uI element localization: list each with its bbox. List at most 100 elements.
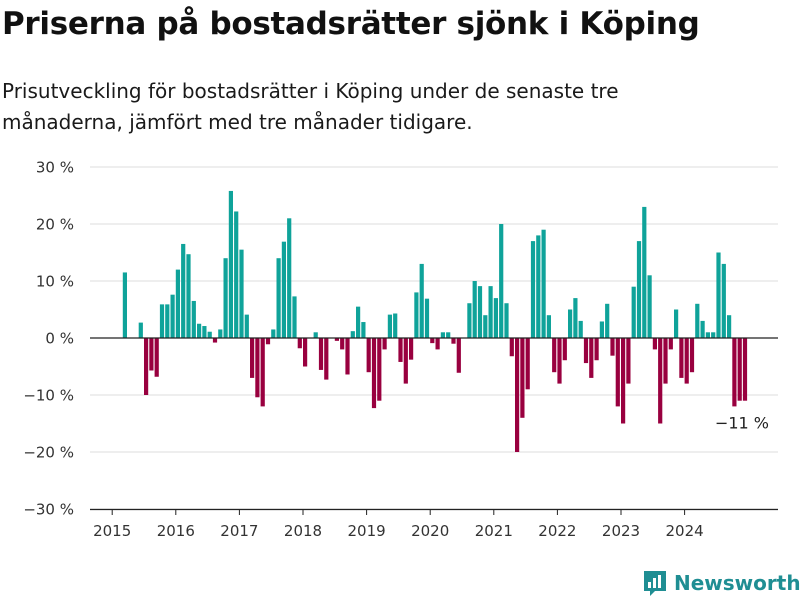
bar (159, 304, 165, 338)
bar (472, 281, 477, 338)
bar (276, 258, 281, 338)
bar (234, 211, 239, 338)
bar (144, 338, 149, 395)
brand-logo: Newsworthy (642, 566, 800, 600)
y-tick-label: 20 % (36, 216, 74, 234)
bar (197, 323, 202, 338)
bar (562, 338, 567, 361)
bar (170, 294, 175, 338)
bar (451, 338, 456, 344)
bar (721, 263, 726, 338)
bar (265, 338, 271, 345)
x-tick-label: 2016 (157, 522, 195, 540)
bar (371, 338, 377, 409)
bar (599, 321, 604, 338)
bar (446, 332, 451, 338)
x-tick-label: 2018 (284, 522, 322, 540)
bar (202, 326, 207, 338)
bar (340, 338, 345, 350)
x-tick-label: 2023 (602, 522, 640, 540)
bar (303, 338, 308, 367)
bar (356, 306, 361, 338)
bar (250, 338, 255, 378)
bar (382, 338, 387, 350)
bar (398, 338, 403, 362)
bar (244, 314, 249, 338)
bar (589, 338, 594, 378)
bar (573, 298, 578, 338)
bar (488, 286, 493, 338)
bar (504, 303, 509, 338)
bar (483, 315, 488, 338)
bar (281, 241, 286, 338)
y-tick-label: −30 % (23, 501, 74, 519)
bar (419, 263, 424, 338)
bar (658, 338, 663, 424)
bar (530, 241, 536, 338)
bars (122, 190, 748, 452)
x-tick-label: 2021 (475, 522, 513, 540)
newsworthy-logo-icon (644, 571, 666, 596)
bar (138, 322, 143, 338)
bar (552, 338, 557, 373)
bar (260, 338, 265, 407)
bar (663, 338, 668, 384)
bar (652, 338, 657, 350)
bar (403, 338, 408, 384)
bar (732, 338, 737, 407)
bar (149, 338, 154, 371)
bar (122, 272, 127, 338)
bar (499, 224, 504, 338)
bar (292, 296, 297, 338)
x-tick-label: 2022 (538, 522, 576, 540)
bar (668, 338, 673, 350)
y-tick-label: 30 % (36, 159, 74, 177)
bar (456, 338, 461, 373)
bar (181, 243, 186, 338)
bar (578, 320, 583, 338)
bar (223, 258, 228, 338)
bar (615, 338, 620, 407)
bar (239, 249, 244, 338)
bar (642, 206, 647, 338)
bar (191, 300, 196, 338)
bar (207, 331, 212, 338)
x-tick-label: 2024 (666, 522, 704, 540)
y-axis: 30 % 20 % 10 % 0 % −10 % −20 % −30 % (23, 159, 74, 519)
bar (387, 314, 392, 338)
bar (631, 286, 636, 338)
bar (520, 338, 525, 418)
bar (679, 338, 684, 378)
last-value-label: −11 % (715, 414, 769, 433)
bar (737, 338, 742, 401)
bar (287, 218, 292, 338)
bar (525, 338, 530, 390)
bar (626, 338, 631, 384)
bar (393, 313, 398, 338)
bar (409, 338, 414, 360)
bar (271, 329, 276, 338)
brand-name: Newsworthy (674, 571, 800, 595)
bar (583, 338, 589, 364)
chart-title: Priserna på bostadsrätter sjönk i Köping (2, 6, 700, 42)
x-tick-label: 2015 (93, 522, 131, 540)
bar (414, 292, 419, 338)
bar (154, 338, 159, 377)
bar (313, 332, 318, 338)
y-tick-label: −10 % (23, 387, 74, 405)
bar (695, 303, 700, 338)
bar (228, 190, 233, 338)
x-tick-label: 2019 (348, 522, 386, 540)
bar (334, 338, 339, 341)
y-tick-label: 0 % (45, 330, 74, 348)
bar (345, 338, 350, 375)
bar (186, 254, 191, 338)
bar (477, 286, 483, 338)
bar (594, 338, 599, 361)
bar (430, 338, 435, 344)
bar (493, 298, 498, 338)
bar (716, 252, 721, 338)
bar (700, 320, 705, 338)
bar (175, 269, 180, 338)
bar (568, 309, 573, 338)
